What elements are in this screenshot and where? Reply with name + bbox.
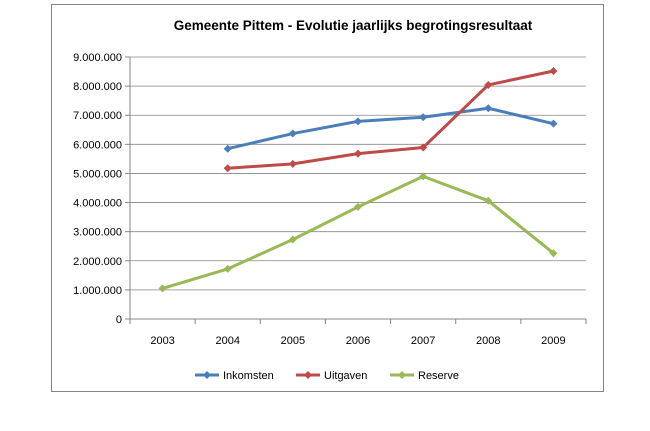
inkomsten-point: [223, 144, 232, 153]
gridlines: [130, 56, 586, 291]
uitgaven-point: [354, 149, 362, 158]
y-axis-tick-labels: 0 1.000.000 2.000.000 3.000.000 4.000.000 5.0…: [73, 52, 122, 326]
inkomsten-point: [484, 104, 493, 113]
x-tick-label: 2004: [215, 335, 239, 347]
uitgaven-point: [223, 164, 232, 173]
reserve-point: [288, 235, 297, 244]
inkomsten-point: [288, 129, 297, 138]
series-reserve: [158, 172, 558, 293]
legend-marker: [304, 371, 312, 379]
uitgaven-point: [549, 66, 558, 75]
x-axis-tick-labels: 2003 2004 2005 2006 2007 2008 2009: [150, 335, 565, 347]
y-tick-label: 0: [116, 314, 122, 326]
y-tick-label: 2.000.000: [73, 256, 122, 268]
x-tick-label: 2007: [411, 335, 435, 347]
x-tick-label: 2005: [281, 335, 305, 347]
reserve-point: [484, 196, 493, 205]
legend-marker: [203, 371, 211, 379]
reserve-line: [162, 174, 555, 290]
legend-marker: [398, 371, 406, 379]
y-tick-label: 8.000.000: [73, 81, 122, 93]
uitgaven-point: [288, 159, 297, 168]
y-tick-label: 1.000.000: [73, 285, 122, 297]
axes: [125, 56, 587, 324]
x-tick-label: 2003: [150, 335, 174, 347]
legend-label: Uitgaven: [324, 370, 367, 382]
chart-area: [51, 4, 604, 392]
inkomsten-point: [549, 119, 558, 128]
x-tick-label: 2006: [346, 335, 370, 347]
legend-item-uitgaven: Uitgaven: [296, 370, 367, 382]
y-tick-label: 3.000.000: [73, 227, 122, 239]
series-uitgaven: [223, 66, 558, 173]
chart-title: Gemeente Pittem - Evolutie jaarlijks beg…: [174, 18, 533, 33]
legend-label: Reserve: [418, 370, 459, 382]
reserve-point: [549, 249, 558, 258]
uitgaven-point: [484, 80, 493, 89]
reserve-point: [223, 264, 232, 273]
x-tick-label: 2008: [476, 335, 500, 347]
uitgaven-line: [227, 69, 554, 170]
inkomsten-point: [354, 117, 362, 126]
y-tick-label: 4.000.000: [73, 198, 122, 210]
legend-label: Inkomsten: [223, 370, 274, 382]
legend: Inkomsten Uitgaven Reserve: [195, 370, 459, 382]
y-tick-label: 7.000.000: [73, 110, 122, 122]
inkomsten-line: [227, 106, 554, 151]
legend-item-reserve: Reserve: [390, 370, 459, 382]
inkomsten-point: [419, 113, 428, 122]
x-tick-label: 2009: [541, 335, 565, 347]
y-tick-label: 5.000.000: [73, 168, 122, 180]
reserve-point: [419, 172, 428, 181]
legend-item-inkomsten: Inkomsten: [195, 370, 274, 382]
reserve-point: [354, 202, 362, 211]
series-lines: [158, 66, 558, 293]
series-inkomsten: [223, 104, 558, 153]
uitgaven-point: [419, 143, 428, 152]
y-tick-label: 9.000.000: [73, 52, 122, 64]
reserve-point: [158, 284, 167, 293]
y-tick-label: 6.000.000: [73, 139, 122, 151]
